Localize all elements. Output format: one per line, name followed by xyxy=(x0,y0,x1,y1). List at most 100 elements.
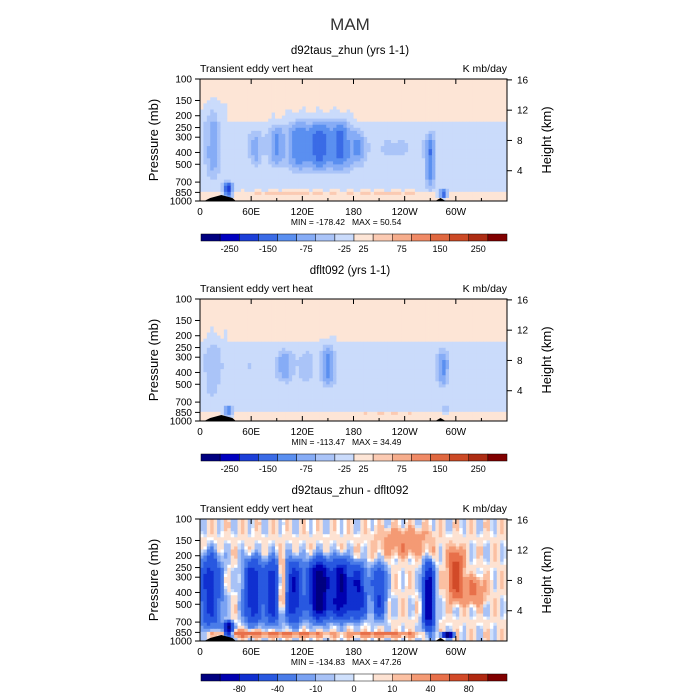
heatmap-cell xyxy=(503,185,508,190)
heatmap-cell xyxy=(496,118,501,123)
heatmap-cell xyxy=(343,170,348,174)
heatmap-cell xyxy=(479,155,484,159)
heatmap-cell xyxy=(469,188,474,193)
heatmap-cell xyxy=(421,155,426,159)
heatmap-cell xyxy=(431,191,436,196)
heatmap-cell xyxy=(230,127,235,132)
heatmap-cell xyxy=(200,140,204,144)
heatmap-cell xyxy=(333,335,337,340)
heatmap-cell xyxy=(431,332,436,336)
heatmap-cell xyxy=(200,182,204,187)
heatmap-cell xyxy=(462,103,467,107)
heatmap-cell xyxy=(503,127,508,132)
heatmap-cell xyxy=(309,191,313,196)
heatmap-cell xyxy=(319,308,324,312)
heatmap-cell xyxy=(472,146,477,150)
heatmap-cell xyxy=(268,323,273,327)
heatmap-cell xyxy=(261,149,266,153)
heatmap-cell xyxy=(428,179,433,184)
heatmap-cell xyxy=(356,130,361,135)
heatmap-cell xyxy=(220,88,225,92)
heatmap-cell xyxy=(234,79,238,83)
colorbar-swatch xyxy=(487,233,508,242)
heatmap-cell xyxy=(370,176,375,181)
heatmap-cell xyxy=(333,161,337,165)
heatmap-cell xyxy=(237,170,242,174)
heatmap-cell xyxy=(500,191,504,196)
heatmap-cell xyxy=(329,106,334,110)
heatmap-cell xyxy=(373,109,378,113)
heatmap-cell xyxy=(223,161,228,165)
heatmap-cell xyxy=(476,308,481,312)
heatmap-cell xyxy=(367,188,371,193)
heatmap-cell xyxy=(298,121,303,126)
heatmap-cell xyxy=(483,124,487,129)
heatmap-cell xyxy=(421,302,426,306)
heatmap-cell xyxy=(234,91,238,95)
heatmap-cell xyxy=(380,136,385,141)
heatmap-cell xyxy=(210,100,215,104)
heatmap-cell xyxy=(237,130,242,135)
heatmap-cell xyxy=(261,335,266,340)
heatmap-cell xyxy=(353,323,358,327)
heatmap-cell xyxy=(326,82,331,86)
heatmap-cell xyxy=(503,194,508,199)
heatmap-cell xyxy=(469,136,474,141)
heatmap-cell xyxy=(472,133,477,138)
heatmap-cell xyxy=(435,115,440,120)
heatmap-cell xyxy=(312,97,317,101)
heatmap-cell xyxy=(500,118,504,123)
heatmap-cell xyxy=(445,188,450,193)
heatmap-cell xyxy=(288,94,293,98)
heatmap-cell xyxy=(240,320,245,324)
heatmap-cell xyxy=(408,170,412,174)
heatmap-cell xyxy=(435,332,440,336)
heatmap-cell xyxy=(380,185,385,190)
heatmap-cell xyxy=(500,302,504,306)
heatmap-cell xyxy=(397,185,402,190)
heatmap-cell xyxy=(438,85,443,89)
heatmap-cell xyxy=(257,103,262,107)
heatmap-cell xyxy=(493,97,498,101)
heatmap-cell xyxy=(483,88,487,92)
heatmap-cell xyxy=(288,106,293,110)
heatmap-cell xyxy=(223,140,228,144)
heatmap-cell xyxy=(418,326,423,330)
heatmap-cell xyxy=(449,112,453,116)
heatmap-cell xyxy=(455,130,460,135)
heatmap-cell xyxy=(329,143,334,147)
heatmap-cell xyxy=(466,149,470,153)
heatmap-cell xyxy=(462,97,467,101)
heatmap-cell xyxy=(476,176,481,181)
heatmap-cell xyxy=(479,103,484,107)
heatmap-cell xyxy=(462,158,467,162)
heatmap-cell xyxy=(384,314,389,318)
heatmap-cell xyxy=(367,152,371,156)
heatmap-cell xyxy=(234,149,238,153)
heatmap-cell xyxy=(333,170,337,174)
heatmap-cell xyxy=(425,97,429,101)
heatmap-cell xyxy=(442,133,446,138)
heatmap-cell xyxy=(408,155,412,159)
heatmap-cell xyxy=(380,335,385,340)
heatmap-cell xyxy=(459,88,464,92)
heatmap-cell xyxy=(408,79,412,83)
heatmap-cell xyxy=(384,82,389,86)
heatmap-cell xyxy=(350,317,354,321)
heatmap-cell xyxy=(445,136,450,141)
heatmap-cell xyxy=(298,149,303,153)
heatmap-cell xyxy=(397,91,402,95)
heatmap-cell xyxy=(500,82,504,86)
heatmap-cell xyxy=(483,133,487,138)
heatmap-cell xyxy=(339,82,344,86)
heatmap-cell xyxy=(333,143,337,147)
heatmap-cell xyxy=(275,314,279,318)
heatmap-cell xyxy=(449,85,453,89)
heatmap-cell xyxy=(240,152,245,156)
heatmap-cell xyxy=(483,191,487,196)
heatmap-cell xyxy=(367,91,371,95)
heatmap-cell xyxy=(220,323,225,327)
heatmap-cell xyxy=(476,103,481,107)
heatmap-cell xyxy=(339,161,344,165)
heatmap-cell xyxy=(309,130,313,135)
